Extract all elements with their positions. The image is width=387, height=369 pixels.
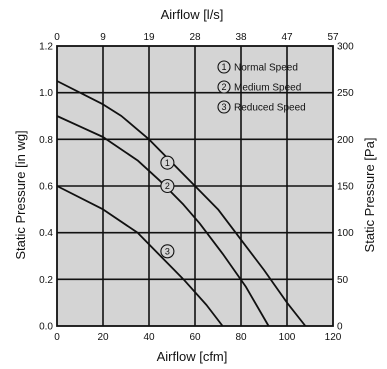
x-tick-label-top: 47 [281,32,293,43]
left-axis-title: Static Pressure [in wg] [13,130,28,259]
y-tick-label-left: 1.2 [39,42,53,53]
x-tick-label-bottom: 120 [325,332,342,343]
series-marker-3 [160,244,175,259]
bottom-axis-title: Airflow [cfm] [157,349,228,364]
series-marker-2 [160,178,175,194]
legend-entry-2: Medium Speed [234,83,301,94]
y-tick-label-right: 150 [337,182,354,193]
y-tick-label-left: 0.4 [39,228,53,239]
x-tick-label-top: 38 [235,32,247,43]
legend-marker-3 [217,100,231,114]
y-tick-label-left: 0.8 [39,135,53,146]
y-tick-label-right: 250 [337,88,354,99]
x-tick-label-top: 0 [54,32,60,43]
series-marker-label: 3 [165,247,170,257]
x-tick-label-bottom: 80 [235,332,247,343]
legend-entry-3: Reduced Speed [234,103,306,114]
x-tick-label-bottom: 0 [54,332,60,343]
y-tick-label-right: 300 [337,42,354,53]
top-axis-title: Airflow [l/s] [161,7,224,22]
x-tick-label-top: 9 [100,32,106,43]
series-marker-label: 1 [165,158,170,168]
series-marker-label: 2 [165,181,170,191]
x-tick-label-bottom: 60 [189,332,201,343]
series-line-3 [56,185,224,327]
x-tick-label-bottom: 20 [97,332,109,343]
x-tick-label-bottom: 40 [143,332,155,343]
y-tick-label-left: 0.0 [39,322,53,333]
y-tick-label-right: 0 [337,322,343,333]
y-tick-label-left: 0.2 [39,275,53,286]
y-tick-label-right: 200 [337,135,354,146]
series-marker-1 [160,155,175,170]
x-tick-label-bottom: 100 [279,332,296,343]
legend-marker-1 [217,60,231,74]
legend-marker-label: 3 [221,102,226,112]
legend-marker-label: 1 [221,62,226,72]
series-line-2 [56,115,270,327]
x-tick-label-top: 57 [327,32,339,43]
y-tick-label-right: 50 [337,275,349,286]
x-tick-label-top: 28 [189,32,201,43]
x-tick-label-top: 19 [143,32,155,43]
legend-entry-1: Normal Speed [234,63,298,74]
series-line-1 [56,80,307,327]
legend-marker-2 [217,80,231,94]
right-axis-title: Static Pressure [Pa] [362,138,377,253]
y-tick-label-right: 100 [337,228,354,239]
y-tick-label-left: 1.0 [39,88,53,99]
y-tick-label-left: 0.6 [39,182,53,193]
legend-marker-label: 2 [221,82,226,92]
